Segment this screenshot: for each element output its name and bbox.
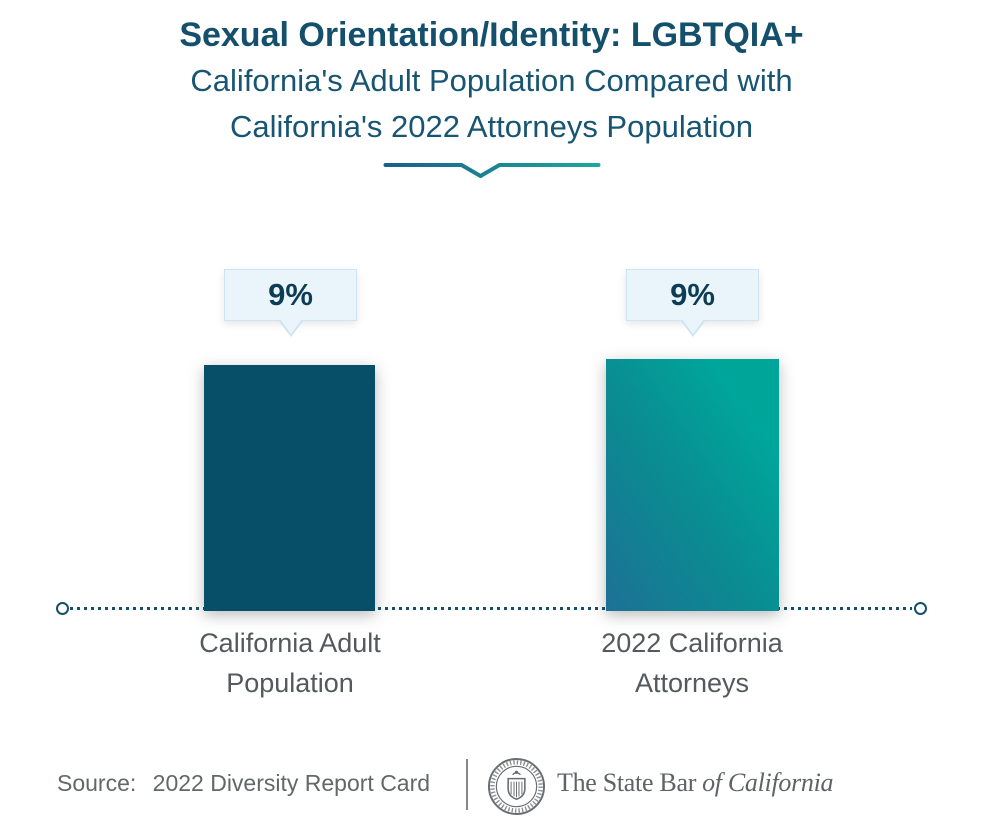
category-label-line: Population — [226, 668, 354, 698]
title-underline-decoration-icon — [383, 163, 600, 178]
value-callout-attorneys: 9% — [626, 269, 759, 337]
chart-subtitle-line2: California's 2022 Attorneys Population — [230, 109, 753, 144]
footer-divider — [466, 759, 468, 810]
chart-subtitle-line1: California's Adult Population Compared w… — [190, 63, 793, 98]
category-label-line: 2022 California — [601, 628, 783, 658]
category-label-attorneys: 2022 California Attorneys — [532, 623, 852, 703]
category-label-adult-population: California Adult Population — [130, 623, 450, 703]
category-label-line: California Adult — [199, 628, 381, 658]
value-callout-adult-population: 9% — [224, 269, 357, 337]
state-bar-wordmark: The State Bar of California — [557, 768, 834, 798]
wordmark-regular: The State Bar — [557, 768, 697, 797]
bar-2022-california-attorneys — [606, 359, 779, 611]
baseline-right-circle-icon — [914, 602, 927, 615]
state-bar-seal-icon — [487, 757, 546, 816]
chart-header: Sexual Orientation/Identity: LGBTQIA+ Ca… — [0, 12, 983, 150]
source-label: Source: — [57, 770, 137, 796]
category-label-line: Attorneys — [634, 668, 750, 698]
source-text: Source: 2022 Diversity Report Card — [57, 770, 430, 797]
bar-california-adult-population — [204, 365, 375, 611]
source-value: 2022 Diversity Report Card — [152, 770, 431, 796]
baseline-left-circle-icon — [56, 602, 69, 615]
wordmark-italic: of California — [702, 768, 834, 797]
baseline-dotted-line — [70, 607, 912, 610]
chart-title: Sexual Orientation/Identity: LGBTQIA+ — [179, 16, 804, 54]
value-label: 9% — [268, 277, 313, 312]
value-label: 9% — [670, 277, 715, 312]
